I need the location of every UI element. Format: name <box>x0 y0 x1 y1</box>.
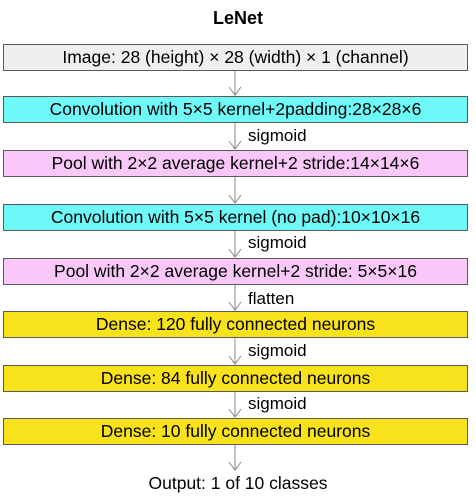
activation-label-sigmoid: sigmoid <box>248 126 307 145</box>
dense2-layer-box: Dense: 84 fully connected neurons <box>3 365 468 392</box>
arrow-pool2-to-dense1 <box>228 285 242 311</box>
arrow-input-to-conv1 <box>228 71 242 96</box>
arrow-dense1-to-dense2 <box>228 338 242 365</box>
arrow-pool1-to-conv2 <box>228 177 242 204</box>
input-layer-box: Image: 28 (height) × 28 (width) × 1 (cha… <box>3 44 468 71</box>
arrow-conv2-to-pool2 <box>228 231 242 258</box>
diagram-title: LeNet <box>212 8 263 28</box>
pool2-layer-box: Pool with 2×2 average kernel+2 stride: 5… <box>3 258 468 285</box>
dense3-layer-box: Dense: 10 fully connected neurons <box>3 418 468 445</box>
arrow-conv1-to-pool1 <box>228 123 242 150</box>
dense1-layer-box: Dense: 120 fully connected neurons <box>3 311 468 338</box>
arrow-dense2-to-dense3 <box>228 392 242 418</box>
activation-label-sigmoid: sigmoid <box>248 341 307 360</box>
activation-label-sigmoid: sigmoid <box>248 233 307 252</box>
pool1-layer-box: Pool with 2×2 average kernel+2 stride:14… <box>3 150 468 177</box>
output-label: Output: 1 of 10 classes <box>148 473 328 493</box>
transition-label-flatten: flatten <box>248 289 295 308</box>
conv2-layer-box: Convolution with 5×5 kernel (no pad):10×… <box>3 204 468 231</box>
activation-label-sigmoid: sigmoid <box>248 394 307 413</box>
conv1-layer-box: Convolution with 5×5 kernel+2padding:28×… <box>3 96 468 123</box>
arrow-dense3-to-output <box>228 445 242 471</box>
